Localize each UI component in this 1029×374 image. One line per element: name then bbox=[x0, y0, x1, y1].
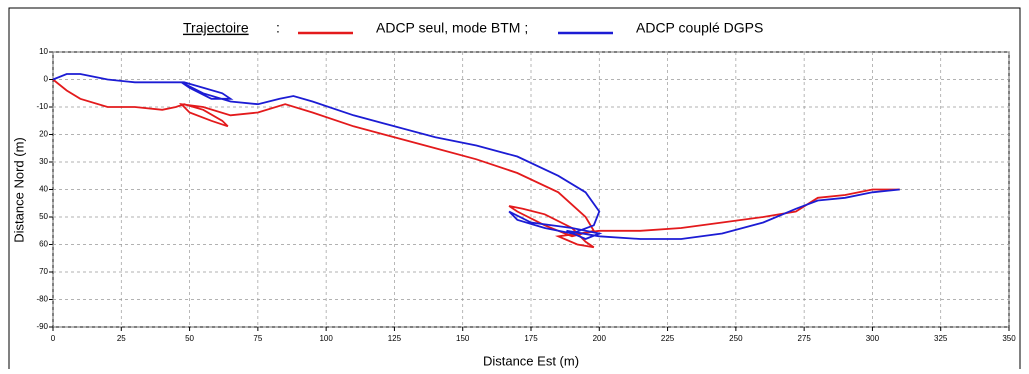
x-tick-label: 75 bbox=[253, 334, 262, 343]
x-tick-label: 200 bbox=[593, 334, 607, 343]
x-tick-label: 0 bbox=[51, 334, 56, 343]
x-tick-label: 325 bbox=[934, 334, 948, 343]
trajectory-line bbox=[52, 73, 900, 240]
legend-separator: : bbox=[276, 20, 280, 36]
y-tick-label: -90 bbox=[36, 322, 48, 331]
y-tick-label: -10 bbox=[36, 102, 48, 111]
y-tick-label: 50 bbox=[39, 212, 48, 221]
x-tick-label: 25 bbox=[117, 334, 126, 343]
legend-label: ADCP seul, mode BTM ; bbox=[376, 20, 528, 36]
legend-title: Trajectoire bbox=[183, 20, 249, 36]
y-tick-label: 20 bbox=[39, 130, 48, 139]
x-tick-label: 250 bbox=[729, 334, 743, 343]
x-tick-label: 100 bbox=[319, 334, 333, 343]
x-axis-label: Distance Est (m) bbox=[483, 353, 579, 368]
y-tick-label: 30 bbox=[39, 157, 48, 166]
y-tick-label: 10 bbox=[39, 47, 48, 56]
x-tick-label: 150 bbox=[456, 334, 470, 343]
y-tick-label: 0 bbox=[44, 75, 49, 84]
x-tick-label: 350 bbox=[1002, 334, 1016, 343]
y-tick-label: 60 bbox=[39, 240, 48, 249]
y-tick-label: 70 bbox=[39, 267, 48, 276]
x-tick-label: 300 bbox=[866, 334, 880, 343]
x-tick-label: 50 bbox=[185, 334, 194, 343]
x-tick-label: 125 bbox=[388, 334, 402, 343]
x-tick-label: 225 bbox=[661, 334, 675, 343]
x-tick-label: 275 bbox=[797, 334, 811, 343]
x-tick-label: 175 bbox=[524, 334, 538, 343]
trajectory-line bbox=[52, 78, 900, 249]
y-tick-label: -80 bbox=[36, 295, 48, 304]
legend-label: ADCP couplé DGPS bbox=[636, 20, 763, 36]
y-tick-label: 40 bbox=[39, 185, 48, 194]
y-axis-label: Distance Nord (m) bbox=[11, 137, 26, 242]
